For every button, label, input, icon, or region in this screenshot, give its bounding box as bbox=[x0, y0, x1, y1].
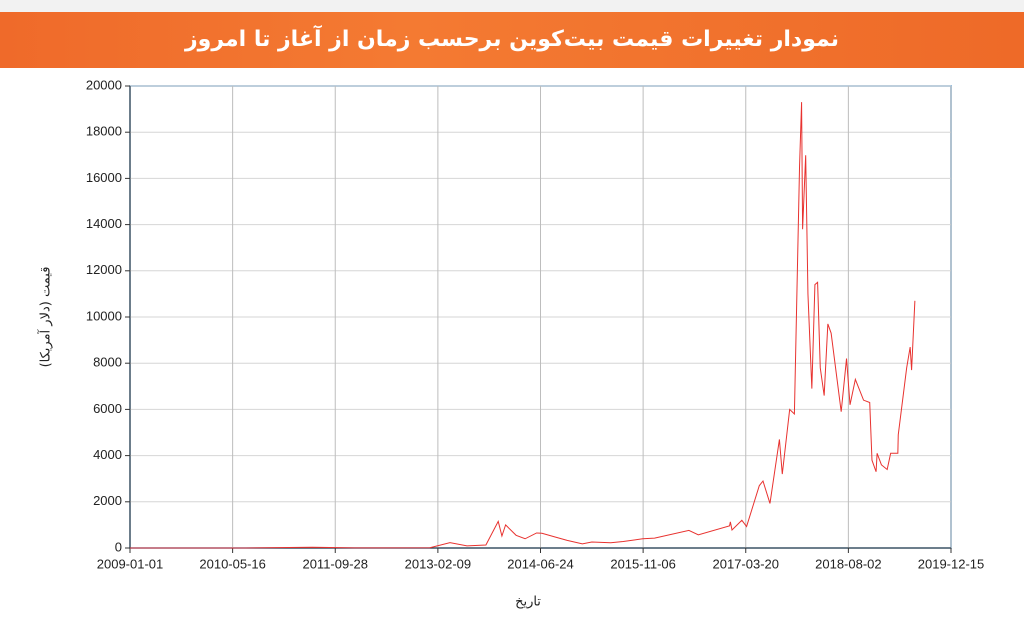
chart-title: نمودار تغییرات قیمت بیت‌کوین برحسب زمان … bbox=[184, 27, 840, 52]
y-tick-label: 12000 bbox=[86, 262, 122, 277]
x-tick-label: 2017-03-20 bbox=[713, 556, 780, 571]
x-tick-label: 2014-06-24 bbox=[507, 556, 574, 571]
y-tick-label: 0 bbox=[115, 539, 122, 554]
y-tick-label: 18000 bbox=[86, 124, 122, 139]
y-tick-label: 2000 bbox=[93, 493, 122, 508]
top-strip bbox=[0, 0, 1024, 12]
x-tick-label: 2011-09-28 bbox=[302, 556, 368, 571]
y-tick-label: 8000 bbox=[93, 355, 122, 370]
x-tick-label: 2009-01-01 bbox=[97, 556, 164, 571]
y-tick-label: 4000 bbox=[93, 447, 122, 462]
price-line bbox=[130, 102, 916, 549]
x-tick-label: 2010-05-16 bbox=[199, 556, 266, 571]
y-tick-label: 10000 bbox=[86, 308, 122, 323]
y-axis-label: قیمت (دلار آمریکا) bbox=[37, 267, 54, 368]
x-tick-label: 2015-11-06 bbox=[610, 556, 676, 571]
y-tick-label: 16000 bbox=[86, 170, 122, 185]
y-tick-label: 20000 bbox=[86, 77, 122, 92]
x-tick-label: 2013-02-09 bbox=[405, 556, 472, 571]
y-tick-label: 14000 bbox=[86, 216, 122, 231]
title-banner bbox=[0, 12, 1024, 68]
x-axis-label: تاریخ bbox=[515, 595, 541, 610]
x-tick-label: 2019-12-15 bbox=[918, 556, 985, 571]
x-tick-label: 2018-08-02 bbox=[815, 556, 882, 571]
y-tick-label: 6000 bbox=[93, 401, 122, 416]
